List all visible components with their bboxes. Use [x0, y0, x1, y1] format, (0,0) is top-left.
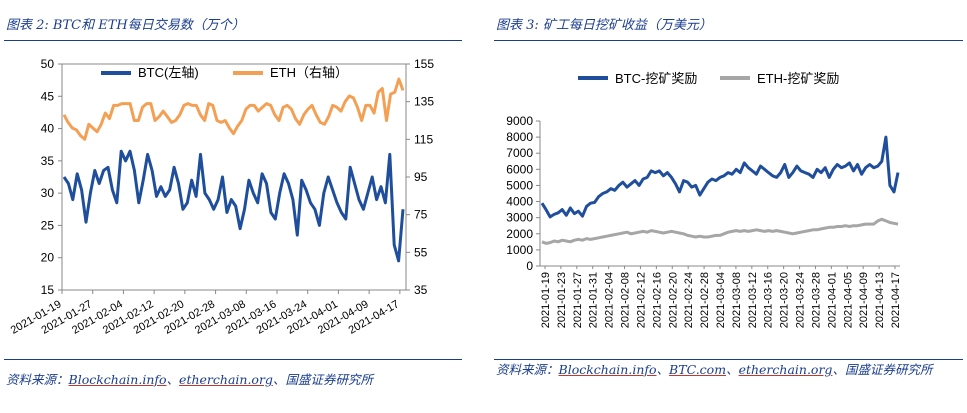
right-source-prefix: 资料来源：: [496, 362, 559, 377]
right-figure-title: 图表 3: 矿工每日挖矿收益（万美元）: [496, 18, 712, 33]
legend-btc-mining-label: BTC-挖矿奖励: [615, 71, 697, 86]
x-tick-label: 2021-03-20: [779, 272, 791, 328]
y-tick-label: 7000: [506, 146, 533, 160]
legend-eth-mining-label: ETH-挖矿奖励: [757, 71, 839, 86]
left-source-link-etherchain[interactable]: etherchain.org: [179, 372, 273, 387]
y-tick-label: 0: [526, 259, 533, 273]
x-tick-label: 2021-02-20: [667, 272, 679, 328]
right-y-tick-label: 115: [414, 132, 433, 146]
right-y-tick-label: 75: [414, 208, 428, 222]
x-tick-label: 2021-02-12: [635, 272, 647, 328]
y-tick-label: 6000: [506, 162, 533, 176]
x-tick-label: 2021-03-04: [715, 272, 727, 328]
right-legend: BTC-挖矿奖励 ETH-挖矿奖励: [578, 71, 839, 86]
left-y-tick-label: 20: [41, 251, 55, 265]
legend-eth-label: ETH（右轴）: [270, 65, 348, 80]
left-source-note: 资料来源：Blockchain.info、etherchain.org、国盛证券…: [6, 372, 373, 387]
x-tick-label: 2021-01-23: [556, 272, 568, 328]
x-tick-label: 2021-03-24: [795, 272, 807, 328]
eth-mining-line: [541, 217, 899, 245]
x-tick-label: 2021-02-08: [620, 272, 632, 328]
left-y-tick-label: 15: [41, 283, 55, 297]
x-tick-label: 2021-02-16: [651, 272, 663, 328]
y-tick-label: 4000: [506, 195, 533, 209]
x-tick-label: 2021-01-31: [588, 272, 600, 328]
x-tick-label: 2021-04-17: [890, 272, 902, 328]
y-tick-label: 3000: [506, 211, 533, 225]
x-tick-label: 2021-01-27: [572, 272, 584, 328]
right-y-tick-label: 135: [414, 95, 434, 109]
left-y-tick-label: 40: [41, 122, 55, 136]
x-tick-label: 2021-02-04: [604, 272, 616, 328]
left-legend: BTC(左轴) ETH（右轴）: [101, 65, 348, 80]
right-y-tick-label: 55: [414, 245, 428, 259]
y-tick-label: 2000: [506, 227, 533, 241]
left-title-rule: [4, 40, 462, 41]
right-source-link-blockchain[interactable]: Blockchain.info: [558, 362, 657, 377]
right-y-tick-label: 35: [414, 283, 428, 297]
left-source-link-blockchain[interactable]: Blockchain.info: [68, 372, 167, 387]
x-tick-label: 2021-04-01: [826, 272, 838, 328]
left-y-tick-label: 25: [41, 218, 55, 232]
x-tick-label: 2021-02-28: [699, 272, 711, 328]
x-tick-label: 2021-03-28: [810, 272, 822, 328]
btc-mining-line: [540, 135, 900, 219]
left-y-tick-label: 50: [41, 57, 55, 71]
right-y-tick-label: 95: [414, 170, 428, 184]
y-tick-label: 5000: [506, 178, 533, 192]
btc-series-line: [62, 149, 405, 263]
right-y-tick-label: 155: [414, 57, 434, 71]
x-tick-label: 2021-04-13: [874, 272, 886, 328]
eth-series-line: [62, 77, 405, 141]
x-tick-label: 2021-03-08: [731, 272, 743, 328]
left-figure-title: 图表 2: BTC和 ETH每日交易数（万个）: [6, 18, 245, 33]
right-source-suffix: 国盛证券研究所: [844, 362, 933, 377]
left-y-tick-label: 45: [41, 89, 55, 103]
x-tick-label: 2021-03-12: [747, 272, 759, 328]
right-title-rule: [494, 40, 963, 41]
x-tick-label: 2021-04-09: [858, 272, 870, 328]
right-source-rule: [494, 359, 963, 360]
x-tick-label: 2021-03-16: [763, 272, 775, 328]
y-tick-label: 8000: [506, 130, 533, 144]
legend-btc-label: BTC(左轴): [138, 65, 199, 80]
right-source-note: 资料来源：Blockchain.info、BTC.com、etherchain.…: [496, 362, 933, 377]
x-tick-label: 2021-02-24: [683, 272, 695, 328]
mining-revenue-chart: 0 1000 2000 3000 4000 5000 6000 7000 8000 9000 20…: [506, 71, 902, 328]
right-source-link-etherchain[interactable]: etherchain.org: [738, 362, 833, 377]
y-tick-label: 9000: [506, 114, 533, 128]
right-source-link-btccom[interactable]: BTC.com: [669, 362, 727, 377]
left-source-suffix: 国盛证券研究所: [285, 372, 373, 387]
x-tick-label: 2021-01-19: [540, 272, 552, 328]
left-source-rule: [4, 359, 462, 360]
left-y-tick-label: 35: [41, 154, 55, 168]
y-tick-label: 1000: [506, 243, 533, 257]
left-source-prefix: 资料来源：: [6, 372, 69, 387]
left-y-tick-label: 30: [41, 186, 55, 200]
x-tick-label: 2021-04-05: [842, 272, 854, 328]
